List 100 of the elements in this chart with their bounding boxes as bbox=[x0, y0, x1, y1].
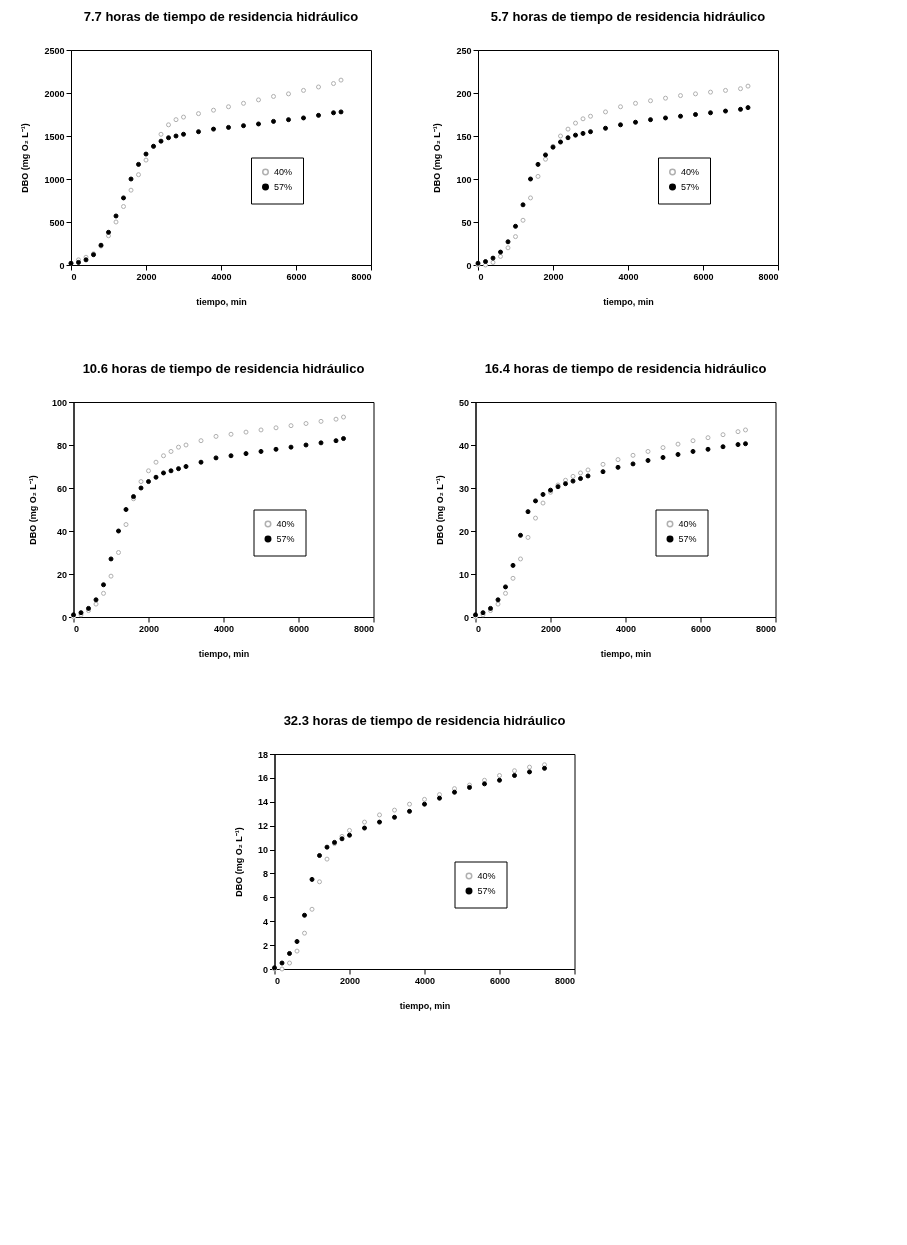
point bbox=[333, 438, 339, 444]
point bbox=[279, 960, 285, 966]
point bbox=[316, 84, 321, 90]
point bbox=[243, 451, 249, 457]
point bbox=[362, 825, 367, 831]
point bbox=[490, 255, 496, 261]
point bbox=[317, 879, 322, 885]
point bbox=[580, 130, 586, 136]
point bbox=[600, 469, 606, 475]
point bbox=[166, 122, 171, 128]
point bbox=[510, 562, 516, 568]
point bbox=[213, 455, 219, 461]
point bbox=[503, 590, 508, 596]
point bbox=[497, 773, 502, 778]
point bbox=[101, 590, 106, 596]
point bbox=[377, 812, 382, 818]
point bbox=[558, 139, 563, 145]
point bbox=[317, 853, 322, 859]
point bbox=[138, 485, 144, 491]
point bbox=[183, 442, 189, 448]
x-tick-label: 6000 bbox=[693, 271, 714, 282]
y-tick-label: 30 bbox=[458, 483, 469, 494]
point bbox=[603, 125, 608, 131]
point bbox=[630, 461, 636, 467]
y-tick-label: 2 bbox=[262, 940, 268, 951]
point bbox=[176, 466, 181, 472]
x-axis-title: tiempo, min bbox=[196, 296, 247, 307]
point bbox=[146, 468, 151, 474]
point bbox=[198, 459, 204, 465]
point bbox=[422, 796, 427, 802]
point bbox=[303, 442, 309, 448]
x-tick-label: 6000 bbox=[489, 975, 511, 986]
x-tick-label: 8000 bbox=[758, 271, 779, 282]
x-tick-label: 4000 bbox=[211, 271, 232, 282]
point bbox=[618, 122, 623, 128]
point bbox=[316, 112, 321, 118]
y-tick-label: 20 bbox=[458, 526, 469, 537]
point bbox=[287, 960, 292, 966]
legend-label: 57% bbox=[274, 182, 293, 192]
chart-title: 10.6 horas de tiempo de residencia hidráulico bbox=[82, 361, 365, 376]
point bbox=[338, 77, 344, 83]
x-tick-label: 0 bbox=[476, 623, 482, 634]
point bbox=[588, 129, 593, 135]
point bbox=[158, 138, 164, 144]
point bbox=[146, 479, 151, 485]
point bbox=[705, 446, 711, 452]
y-tick-label: 60 bbox=[56, 483, 67, 494]
y-tick-label: 4 bbox=[262, 916, 268, 927]
point bbox=[720, 432, 726, 438]
point bbox=[495, 601, 501, 607]
point bbox=[743, 427, 748, 433]
point bbox=[735, 429, 741, 435]
point bbox=[540, 500, 546, 506]
y-tick-label: 100 bbox=[456, 174, 472, 185]
point bbox=[341, 414, 346, 420]
legend-label: 40% bbox=[274, 167, 293, 177]
x-tick-label: 4000 bbox=[618, 271, 639, 282]
point bbox=[482, 781, 487, 787]
point bbox=[618, 104, 623, 110]
point bbox=[490, 259, 496, 265]
point bbox=[693, 112, 698, 117]
point bbox=[318, 440, 324, 446]
point bbox=[543, 156, 548, 162]
point bbox=[286, 91, 291, 97]
point bbox=[585, 473, 591, 479]
point bbox=[108, 573, 114, 579]
point bbox=[143, 151, 149, 157]
x-tick-label: 8000 bbox=[554, 975, 575, 986]
point bbox=[338, 109, 344, 115]
point bbox=[273, 446, 279, 452]
point bbox=[213, 433, 219, 439]
point bbox=[324, 844, 330, 850]
point bbox=[226, 124, 231, 130]
point bbox=[565, 126, 571, 132]
point bbox=[301, 115, 306, 121]
point bbox=[101, 582, 106, 588]
chart-title: 7.7 horas de tiempo de residencia hidráulico bbox=[83, 9, 359, 24]
legend-label: 57% bbox=[681, 182, 700, 192]
point bbox=[578, 476, 583, 482]
point bbox=[630, 452, 636, 458]
point bbox=[116, 550, 121, 555]
x-tick-label: 2000 bbox=[339, 975, 361, 986]
y-axis-title: DBO (mg O₂ L⁻¹) bbox=[432, 123, 443, 193]
point bbox=[533, 515, 538, 521]
y-tick-label: 40 bbox=[56, 526, 67, 537]
point bbox=[136, 172, 141, 178]
y-tick-label: 500 bbox=[49, 217, 65, 228]
point bbox=[527, 769, 532, 775]
y-tick-label: 20 bbox=[56, 569, 67, 580]
point bbox=[258, 448, 264, 454]
point bbox=[211, 126, 216, 132]
point bbox=[362, 819, 367, 825]
point bbox=[241, 123, 246, 129]
point bbox=[565, 135, 571, 141]
point bbox=[93, 597, 99, 603]
y-tick-label: 0 bbox=[463, 612, 469, 623]
y-tick-label: 80 bbox=[56, 440, 67, 451]
y-tick-label: 0 bbox=[466, 260, 472, 271]
x-tick-label: 0 bbox=[275, 975, 281, 986]
legend-label: 57% bbox=[276, 534, 295, 544]
